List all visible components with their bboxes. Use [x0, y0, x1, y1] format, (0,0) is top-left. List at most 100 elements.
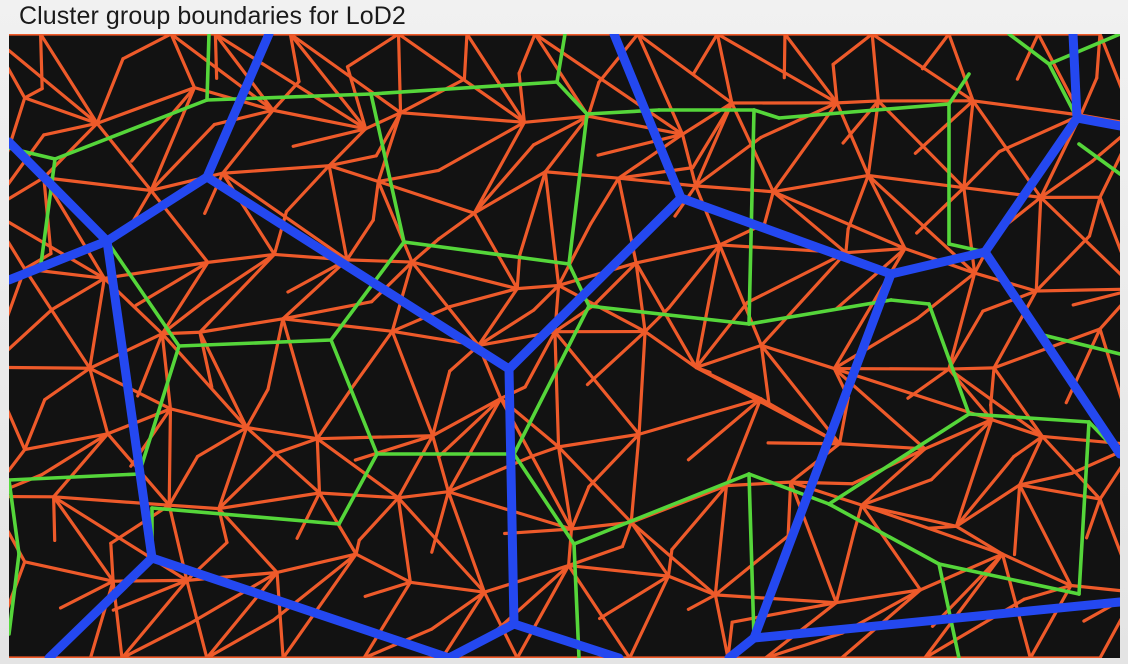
- group-edge: [1007, 34, 1051, 66]
- cluster-edge: [160, 260, 210, 336]
- cluster-edge: [783, 34, 839, 105]
- cluster-edge: [121, 34, 173, 61]
- cluster-edge: [730, 601, 838, 624]
- cluster-edge: [149, 86, 197, 193]
- cluster-edge: [759, 101, 839, 139]
- cluster-edge: [245, 425, 319, 441]
- lod2-boundary-edge: [676, 193, 896, 279]
- group-edge: [567, 112, 589, 266]
- cluster-edge: [1090, 135, 1120, 163]
- lod2-boundary-edge: [44, 553, 157, 658]
- cluster-edge: [915, 186, 966, 235]
- cluster-edge: [636, 34, 685, 136]
- group-edge: [105, 239, 181, 348]
- cluster-edge: [954, 418, 994, 528]
- cluster-edge: [971, 99, 1083, 117]
- cluster-edge: [680, 132, 698, 188]
- cluster-edge: [198, 317, 285, 334]
- cluster-edge: [281, 317, 319, 441]
- cluster-edge: [102, 260, 210, 280]
- cluster-edge: [398, 111, 526, 124]
- lod2-boundary-edge: [980, 247, 1120, 459]
- cluster-edge: [634, 261, 647, 334]
- group-edge: [927, 302, 971, 416]
- cluster-edge: [837, 395, 850, 446]
- cluster-edge: [206, 252, 276, 264]
- cluster-edge: [556, 445, 633, 524]
- cluster-edge: [396, 496, 486, 594]
- cluster-edge: [376, 179, 414, 264]
- group-edge: [889, 298, 931, 306]
- cluster-edge: [566, 563, 632, 658]
- cluster-edge: [213, 34, 368, 131]
- cluster-edge: [1012, 483, 1022, 557]
- lod2-boundary-edge: [980, 113, 1082, 257]
- group-edge: [1047, 34, 1120, 66]
- lod2-boundary-edge: [609, 34, 686, 203]
- cluster-edge: [345, 65, 368, 131]
- cluster-edge: [465, 34, 526, 124]
- group-edge: [967, 412, 1091, 424]
- cluster-edge: [929, 418, 994, 482]
- cluster-edge: [221, 164, 331, 175]
- cluster-edge: [771, 190, 848, 255]
- cluster-edge: [52, 495, 57, 543]
- lod2-boundary-edge: [1068, 34, 1082, 123]
- cluster-edge: [438, 396, 503, 458]
- cluster-edge: [834, 246, 907, 311]
- cluster-edge: [532, 283, 561, 312]
- cluster-edge: [566, 563, 671, 578]
- cluster-edge: [694, 343, 763, 370]
- cluster-edge: [111, 578, 189, 612]
- cluster-edge: [396, 34, 526, 124]
- cluster-edge: [9, 96, 27, 153]
- group-edge: [747, 472, 831, 506]
- cluster-edge: [1095, 34, 1102, 80]
- cluster-edge: [88, 366, 110, 436]
- cluster-edge: [569, 485, 591, 531]
- group-edge: [9, 552, 21, 636]
- cluster-edge: [666, 574, 717, 597]
- cluster-edge: [266, 317, 285, 391]
- cluster-edge: [759, 251, 848, 348]
- cluster-edge: [515, 563, 571, 658]
- cluster-edge: [789, 480, 864, 507]
- cluster-edge: [715, 34, 734, 105]
- cluster-edge: [1018, 434, 1044, 487]
- cluster-edge: [771, 101, 839, 194]
- cluster-edge: [169, 34, 197, 90]
- cluster-edge: [1098, 617, 1120, 658]
- cluster-edge: [43, 366, 92, 402]
- cluster-edge: [981, 289, 1038, 313]
- cluster-edge: [42, 176, 106, 280]
- cluster-edge: [362, 580, 412, 658]
- cluster-edge: [390, 305, 452, 333]
- cluster-edge: [371, 179, 380, 222]
- cluster-edge: [167, 454, 200, 507]
- cluster-edge: [713, 593, 838, 605]
- cluster-edge: [221, 171, 276, 257]
- cluster-edge: [149, 122, 216, 193]
- group-edge: [1037, 332, 1120, 356]
- cluster-edge: [9, 267, 27, 317]
- cluster-edge: [23, 432, 110, 452]
- cluster-edge: [288, 34, 301, 84]
- cluster-edge: [221, 108, 275, 175]
- cluster-edge: [789, 480, 854, 486]
- cluster-edge: [327, 154, 378, 168]
- cluster-edge: [1015, 34, 1040, 81]
- cluster-edge: [835, 99, 880, 105]
- cluster-edge: [918, 552, 1005, 592]
- cluster-edge: [866, 173, 907, 251]
- cluster-edge: [990, 418, 1044, 439]
- cluster-edge: [446, 490, 486, 594]
- cluster-edge: [947, 309, 985, 371]
- cluster-edge: [834, 588, 923, 605]
- cluster-edge: [557, 261, 638, 288]
- cluster-edge: [724, 397, 763, 488]
- cluster-edge: [831, 34, 874, 67]
- group-edge: [512, 452, 576, 546]
- cluster-edge: [52, 495, 115, 583]
- cluster-edge: [915, 271, 977, 321]
- cluster-edge: [763, 631, 845, 658]
